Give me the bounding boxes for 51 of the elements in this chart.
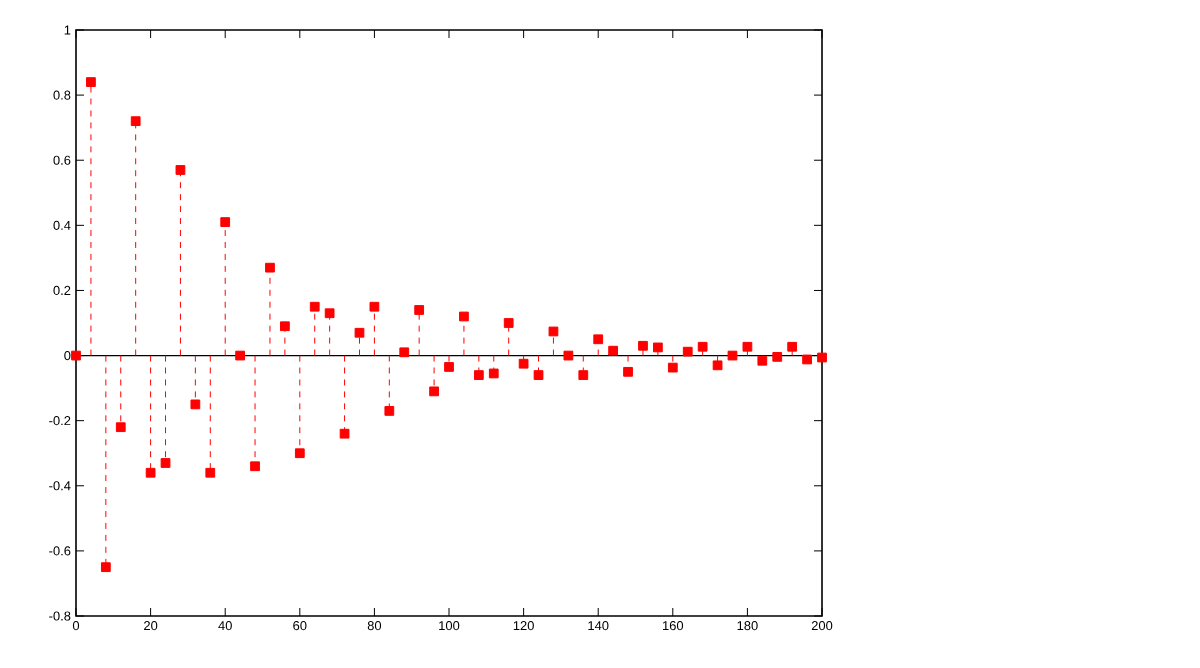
point [294, 448, 305, 459]
point [742, 341, 753, 352]
point [473, 370, 484, 380]
point [772, 351, 783, 362]
point [488, 368, 499, 379]
point [503, 318, 514, 328]
point [697, 341, 708, 352]
point [190, 399, 201, 410]
point [280, 321, 290, 332]
point [354, 327, 365, 338]
point [205, 467, 216, 478]
point [250, 461, 260, 472]
point [667, 362, 678, 373]
point [787, 341, 798, 352]
point [414, 305, 425, 315]
point [653, 342, 663, 353]
point [459, 311, 469, 322]
point [429, 386, 439, 397]
point [384, 406, 395, 416]
point [160, 458, 171, 468]
point [593, 334, 604, 345]
point [86, 77, 96, 87]
point [369, 301, 380, 312]
point [71, 350, 81, 361]
point [339, 428, 350, 439]
point [235, 350, 246, 361]
point [817, 352, 827, 363]
point [757, 355, 768, 366]
point [115, 422, 126, 433]
point [265, 262, 275, 273]
point [533, 370, 544, 380]
point [548, 326, 559, 337]
point [712, 360, 723, 371]
point [802, 354, 812, 365]
point [130, 116, 141, 127]
point [145, 467, 156, 478]
point [578, 370, 589, 380]
point [399, 347, 410, 358]
point [324, 308, 335, 319]
point [727, 350, 738, 361]
point [444, 362, 454, 372]
point [638, 340, 648, 351]
point [608, 345, 619, 356]
point [518, 358, 529, 369]
point [309, 301, 320, 312]
point [175, 165, 186, 175]
point [563, 350, 574, 361]
point [100, 562, 111, 573]
point [682, 346, 693, 357]
point [623, 366, 633, 377]
point [220, 217, 231, 227]
